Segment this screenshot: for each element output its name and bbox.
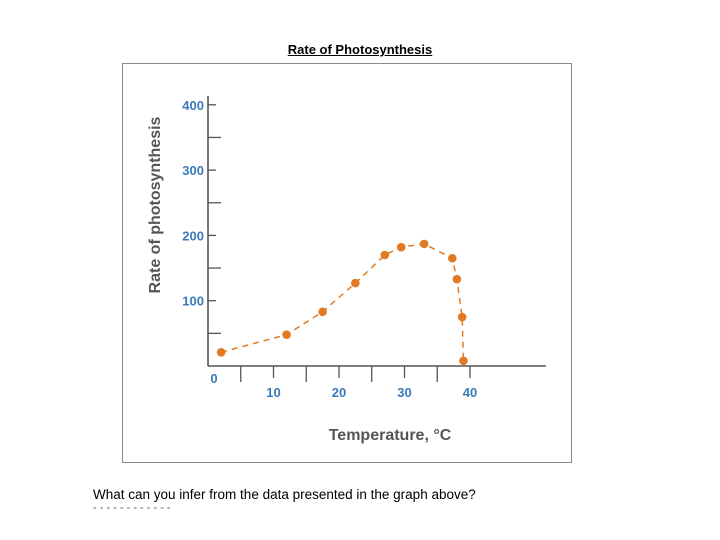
y-axis-title: Rate of photosynthesis (147, 116, 164, 293)
x-tick-label: 20 (332, 385, 346, 400)
y-tick-label: 400 (182, 98, 204, 113)
y-tick-label: 200 (182, 228, 204, 243)
data-point (396, 242, 406, 252)
line-layer (220, 243, 465, 361)
page-title: Rate of Photosynthesis (287, 42, 433, 57)
y-tick-label: 100 (182, 294, 204, 309)
data-point (216, 347, 226, 357)
data-point (351, 278, 360, 288)
chart-frame (122, 63, 572, 463)
y-tick-label: 300 (182, 163, 204, 178)
question-text: What can you infer from the data present… (93, 487, 476, 502)
truncated-text-fragment: - - - - - - - - - - - - (93, 505, 171, 512)
data-point (459, 356, 468, 366)
origin-label: 0 (210, 371, 217, 386)
axes-layer (207, 96, 546, 382)
x-tick-label: 40 (463, 385, 477, 400)
data-point (457, 312, 467, 322)
data-point (448, 253, 457, 263)
x-axis-title: Temperature, °C (329, 427, 452, 444)
points-layer (216, 239, 468, 366)
data-point (318, 307, 327, 317)
series-dashed-line (220, 243, 465, 361)
data-point (452, 274, 462, 284)
data-point (380, 250, 390, 260)
data-point (282, 330, 291, 339)
x-tick-label: 30 (397, 385, 411, 400)
data-point (419, 239, 429, 249)
x-tick-label: 10 (266, 385, 280, 400)
